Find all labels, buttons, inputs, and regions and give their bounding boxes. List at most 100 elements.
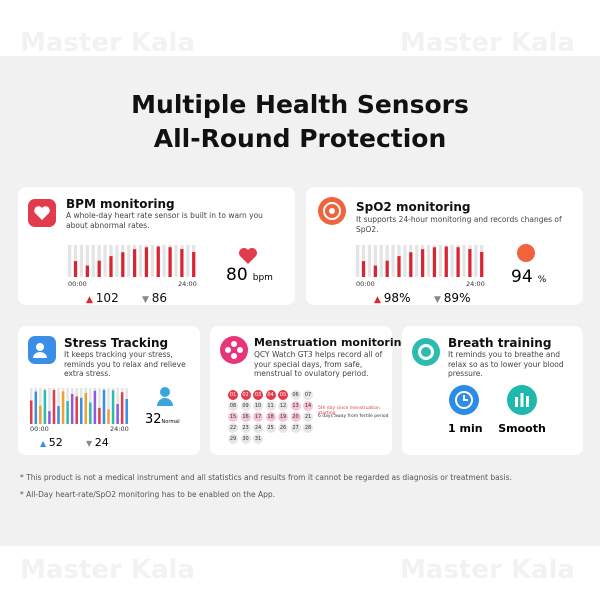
bar-bg (367, 245, 372, 277)
bar-bg (426, 245, 431, 277)
value: 86 (151, 291, 168, 305)
bpm-card: BPM monitoring A whole-day heart rate se… (18, 187, 295, 305)
calendar-day: 30 (240, 434, 251, 444)
icon (318, 197, 346, 225)
bar-bg (373, 245, 377, 277)
calendar-day: 20 (290, 412, 301, 422)
mode: Smooth (498, 422, 546, 435)
value: 80 (226, 265, 248, 285)
calendar-day: 12 (278, 401, 288, 411)
bar-bg (174, 245, 178, 277)
calendar-day: 23 (240, 423, 251, 433)
bar-decor (133, 249, 137, 277)
stress-card: Stress Tracking It keeps tracking your s… (18, 326, 200, 455)
bars-icon (507, 385, 537, 415)
bar-decor (52, 389, 56, 424)
bar-decor (70, 393, 74, 424)
title-line: All-Round Protection (153, 124, 447, 153)
low: ▼ 24 (86, 436, 109, 449)
card-desc: It keeps tracking your stress, reminds y… (64, 350, 186, 378)
high: ▲ 98% (374, 291, 411, 305)
calendar-day: 08 (228, 401, 238, 411)
icon (28, 336, 56, 364)
bar-decor (80, 397, 83, 424)
calendar-day: 15 (228, 412, 238, 422)
low: ▼ 89% (434, 291, 471, 305)
menstruation-card: Menstruation monitoring QCY Watch GT3 he… (210, 326, 409, 455)
value: 94 (511, 267, 533, 287)
calendar-day: 28 (303, 423, 313, 433)
bar-decor (48, 411, 51, 424)
calendar-day: 29 (228, 434, 238, 444)
card-title: BPM monitoring (66, 197, 175, 211)
bar-decor (116, 403, 119, 424)
time-label: 00:00 (30, 425, 49, 433)
bar-decor (397, 256, 401, 277)
bar-decor (43, 390, 47, 424)
bar-bg (162, 245, 166, 277)
bar-decor (84, 393, 88, 424)
footnote: * This product is not a medical instrume… (20, 473, 512, 482)
bar-decor (409, 252, 413, 277)
bar-decor (93, 390, 97, 424)
calendar-day: 27 (290, 423, 301, 433)
calendar-day: 05 (278, 390, 288, 400)
bar-decor (480, 251, 484, 277)
drop-icon (517, 244, 535, 262)
bar-decor (75, 396, 78, 424)
bar-bg (462, 245, 466, 277)
calendar-day: 18 (265, 412, 276, 422)
watermark: Master Kala (400, 28, 575, 58)
card-title: Stress Tracking (64, 336, 169, 350)
duration: 1 min (448, 422, 483, 435)
bar-bg (474, 245, 478, 277)
bar-decor (468, 249, 472, 277)
high: ▲ 52 (40, 436, 63, 449)
breath-card: Breath training It reminds you to breath… (402, 326, 583, 455)
icon (412, 338, 440, 366)
note: 5th day since menstruation starting (318, 406, 380, 416)
calendar-day: 01 (228, 390, 238, 400)
mini-chart (356, 245, 484, 277)
clock-icon (449, 385, 479, 415)
bar-bg (107, 388, 110, 424)
bar-bg (85, 245, 89, 277)
bar-decor (97, 260, 101, 277)
current: 94 % (511, 267, 546, 287)
card-title: Menstruation monitoring (254, 336, 410, 349)
bar-bg (79, 245, 84, 277)
bar-decor (85, 265, 89, 277)
spo2-card: SpO2 monitoring It supports 24-hour moni… (306, 187, 583, 305)
bar-decor (373, 265, 377, 277)
bar-bg (356, 245, 360, 277)
calendar-day: 09 (240, 401, 251, 411)
bar-bg (150, 245, 154, 277)
watermark: Master Kala (20, 28, 195, 58)
bar-decor (39, 405, 42, 424)
bar-decor (107, 409, 110, 424)
bar-decor (66, 400, 69, 424)
unit: % (537, 275, 547, 285)
bar-bg (361, 245, 366, 277)
bar-bg (415, 245, 419, 277)
calendar-day: 03 (253, 390, 263, 400)
bar-bg (91, 245, 95, 277)
calendar-day: 31 (253, 434, 263, 444)
time-label: 24:00 (178, 280, 197, 288)
bar-decor (125, 398, 128, 424)
calendar-day: 10 (253, 401, 263, 411)
value: 89% (443, 291, 471, 305)
bar-bg (450, 245, 454, 277)
watermark: Master Kala (20, 555, 195, 585)
current: 32Normal (145, 408, 180, 427)
time-label: 00:00 (68, 280, 87, 288)
value: 102 (95, 291, 119, 305)
calendar-day: 17 (253, 412, 263, 422)
calendar-day: 14 (303, 401, 313, 411)
card-desc: It supports 24-hour monitoring and recor… (356, 215, 562, 234)
calendar-day: 11 (265, 401, 276, 411)
calendar-day: 16 (240, 412, 251, 422)
card-title: Breath training (448, 336, 552, 350)
calendar-day: 19 (278, 412, 288, 422)
